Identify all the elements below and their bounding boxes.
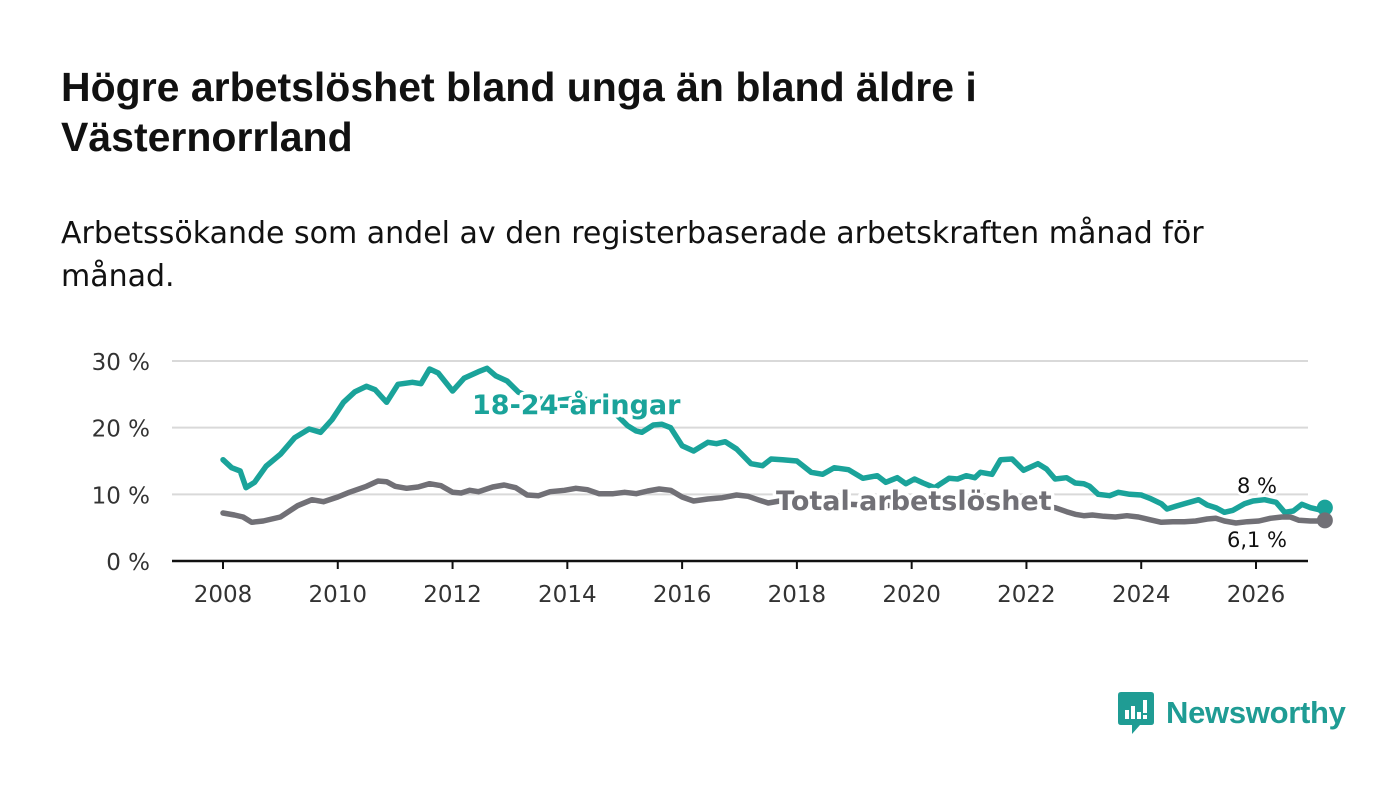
series-label-18-24: 18-24-åringar: [472, 389, 681, 421]
newsworthy-logo: Newsworthy: [1118, 690, 1346, 736]
y-tick-label: 0 %: [106, 550, 150, 576]
y-axis-ticks: 0 % 10 % 20 % 30 %: [92, 350, 150, 576]
x-tick-label: 2016: [653, 582, 712, 608]
end-value-label-18-24: 8 %: [1237, 474, 1277, 498]
series-label-total: Total arbetslöshet: [776, 486, 1052, 517]
endpoint-marker-total: [1316, 512, 1333, 529]
series-lines: [220, 365, 1333, 529]
x-tick-label: 2010: [309, 582, 368, 608]
series-line-18-24: [220, 365, 1328, 516]
x-tick-label: 2012: [423, 582, 482, 608]
end-value-label-total: 6,1 %: [1227, 528, 1287, 552]
y-tick-label: 10 %: [92, 483, 150, 509]
brand-name: Newsworthy: [1166, 695, 1346, 730]
chart-title: Högre arbetslöshet bland unga än bland ä…: [61, 64, 977, 160]
x-tick-label: 2022: [997, 582, 1056, 608]
x-axis: 2008 2010 2012 2014 2016 2018 2020 2022 2024 2026: [172, 559, 1308, 608]
gridlines: [172, 360, 1308, 496]
newsworthy-logo-icon: [1118, 692, 1154, 734]
y-tick-label: 20 %: [92, 417, 150, 443]
y-tick-label: 30 %: [92, 350, 150, 376]
x-tick-label: 2024: [1112, 582, 1171, 608]
endpoint-marker-18-24: [1316, 499, 1333, 516]
x-tick-label: 2026: [1227, 582, 1286, 608]
series-line-total: [220, 478, 1328, 526]
x-tick-label: 2008: [194, 582, 253, 608]
series-labels: 18-24-åringar Total arbetslöshet 8 % 6,1 %: [469, 386, 1290, 555]
x-tick-label: 2018: [768, 582, 827, 608]
x-tick-label: 2014: [538, 582, 597, 608]
chart-subtitle: Arbetssökande som andel av den registerb…: [61, 216, 1204, 294]
x-tick-label: 2020: [882, 582, 941, 608]
